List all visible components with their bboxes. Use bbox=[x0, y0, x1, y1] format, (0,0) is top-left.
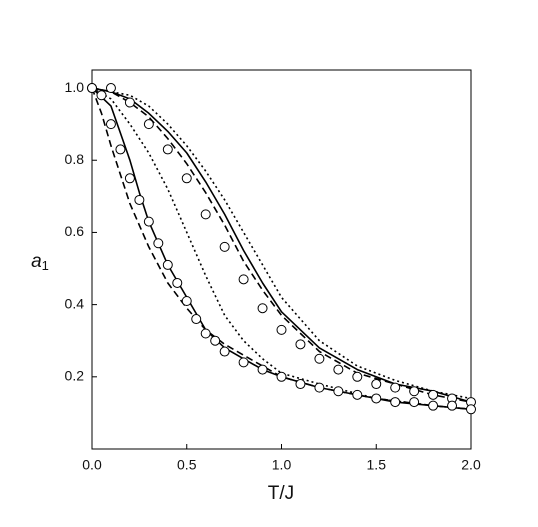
data-point bbox=[200, 209, 211, 220]
data-point bbox=[210, 335, 221, 346]
data-point bbox=[96, 90, 107, 101]
x-tick-label: 1.0 bbox=[272, 457, 292, 473]
data-point bbox=[87, 83, 97, 94]
data-point bbox=[153, 238, 164, 249]
x-tick-label: 1.5 bbox=[367, 457, 387, 473]
data-point bbox=[143, 216, 154, 227]
data-point bbox=[172, 277, 183, 288]
y-tick-label: 1.0 bbox=[65, 79, 85, 95]
data-point bbox=[105, 119, 116, 130]
data-point bbox=[333, 386, 344, 397]
data-point bbox=[124, 173, 135, 184]
data-point bbox=[352, 389, 363, 400]
y-tick-label: 0.8 bbox=[65, 151, 85, 167]
data-point bbox=[219, 346, 230, 357]
data-point bbox=[257, 303, 268, 314]
data-point bbox=[105, 83, 116, 94]
curve bbox=[91, 87, 472, 400]
data-point bbox=[390, 382, 401, 393]
y-tick-label: 0.4 bbox=[65, 295, 85, 311]
data-point bbox=[447, 400, 458, 411]
data-point bbox=[371, 379, 382, 390]
x-tick-label: 2.0 bbox=[461, 457, 481, 473]
data-point bbox=[409, 397, 420, 408]
data-point bbox=[191, 314, 202, 325]
data-point bbox=[143, 119, 154, 130]
data-point bbox=[115, 144, 126, 155]
x-axis-title: T/J bbox=[268, 483, 294, 504]
data-point bbox=[200, 328, 211, 339]
data-point bbox=[238, 357, 249, 368]
data-point bbox=[314, 382, 325, 393]
data-point bbox=[390, 397, 401, 408]
data-point bbox=[409, 386, 420, 397]
data-point bbox=[181, 173, 192, 184]
data-point bbox=[162, 259, 173, 270]
data-point bbox=[352, 371, 363, 382]
data-point bbox=[428, 400, 439, 411]
data-point bbox=[371, 393, 382, 404]
y-axis-symbol: a bbox=[31, 251, 42, 272]
data-point bbox=[428, 389, 439, 400]
data-point bbox=[466, 404, 476, 415]
data-point bbox=[295, 379, 306, 390]
y-tick-label: 0.6 bbox=[65, 223, 85, 239]
data-point bbox=[276, 371, 287, 382]
data-point bbox=[124, 97, 135, 108]
y-tick-label: 0.2 bbox=[65, 368, 85, 384]
data-point bbox=[295, 339, 306, 350]
data-point bbox=[181, 296, 192, 307]
curve bbox=[91, 87, 472, 403]
data-point bbox=[276, 324, 287, 335]
curve bbox=[91, 87, 472, 403]
data-point bbox=[162, 144, 173, 155]
data-point bbox=[219, 241, 230, 252]
x-tick-label: 0.5 bbox=[177, 457, 197, 473]
data-point bbox=[314, 353, 325, 364]
data-point bbox=[257, 364, 268, 375]
data-point bbox=[134, 194, 145, 205]
y-axis-subscript: 1 bbox=[42, 258, 49, 273]
x-tick-label: 0.0 bbox=[82, 457, 102, 473]
curve bbox=[91, 87, 472, 411]
y-axis-title: a1 bbox=[31, 251, 49, 273]
data-point bbox=[238, 274, 249, 285]
data-point bbox=[333, 364, 344, 375]
